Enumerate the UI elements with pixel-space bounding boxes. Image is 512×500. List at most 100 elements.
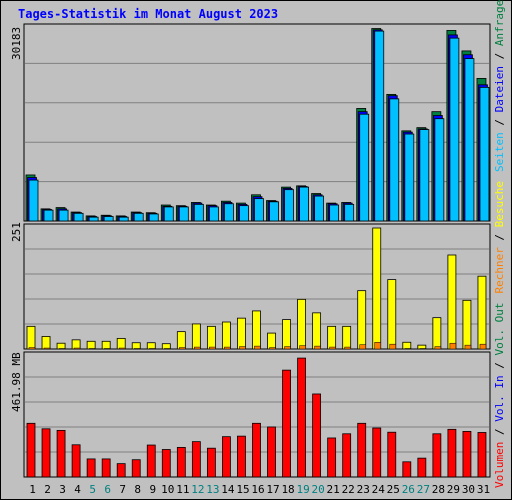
bar-volumen-31 (477, 432, 487, 478)
day-label-7: 7 (119, 483, 126, 496)
day-label-15: 15 (236, 483, 249, 496)
bar-volumen-28 (432, 433, 442, 478)
bar-seiten-10 (163, 206, 174, 222)
bar-besuche-2 (41, 336, 51, 350)
day-label-27: 27 (417, 483, 430, 496)
bar-volumen-18 (282, 369, 291, 478)
bar-seiten-5 (88, 216, 99, 222)
bar-volumen-11 (176, 447, 186, 478)
bar-seiten-12 (193, 203, 204, 222)
bar-besuche-30 (462, 299, 472, 350)
day-label-28: 28 (432, 483, 445, 496)
bar-seiten-17 (269, 201, 279, 222)
bar-besuche-14 (222, 321, 231, 350)
bar-besuche-3 (56, 342, 66, 350)
bar-besuche-17 (267, 332, 276, 350)
day-label-24: 24 (372, 483, 386, 496)
day-label-17: 17 (266, 483, 279, 496)
bar-besuche-1 (26, 325, 36, 350)
bar-seiten-27 (419, 129, 430, 222)
bar-besuche-21 (327, 325, 337, 350)
bar-rechner-2 (43, 347, 51, 350)
bar-rechner-14 (224, 346, 231, 350)
bar-seiten-15 (239, 205, 249, 222)
bar-volumen-6 (101, 458, 111, 478)
bar-volumen-1 (26, 422, 36, 478)
day-label-3: 3 (59, 483, 66, 496)
day-label-2: 2 (44, 483, 51, 496)
bar-volumen-7 (116, 463, 126, 478)
day-label-25: 25 (387, 483, 400, 496)
bar-seiten-26 (404, 133, 415, 222)
bar-rechner-21 (329, 346, 336, 350)
bar-besuche-31 (477, 275, 487, 350)
bar-volumen-9 (146, 444, 156, 478)
day-label-23: 23 (357, 483, 370, 496)
bar-rechner-29 (449, 342, 457, 350)
bar-seiten-7 (118, 216, 129, 222)
day-label-19: 19 (296, 483, 309, 496)
bar-rechner-18 (284, 346, 291, 350)
bar-rechner-4 (73, 347, 81, 350)
bar-volumen-23 (357, 422, 367, 478)
day-label-8: 8 (134, 483, 141, 496)
bar-volumen-4 (71, 444, 81, 478)
bar-rechner-7 (118, 347, 126, 350)
bar-seiten-1 (28, 179, 39, 222)
bar-rechner-12 (194, 346, 201, 350)
bar-besuche-26 (402, 341, 412, 350)
bar-volumen-13 (206, 447, 216, 478)
day-label-29: 29 (447, 483, 460, 496)
bar-seiten-29 (449, 37, 460, 222)
bar-volumen-12 (191, 441, 201, 478)
bar-volumen-22 (342, 433, 352, 478)
bar-seiten-14 (224, 203, 234, 222)
bar-besuche-7 (116, 337, 126, 350)
bar-seiten-31 (479, 86, 490, 222)
bar-seiten-3 (58, 209, 69, 222)
day-label-16: 16 (251, 483, 264, 496)
bar-seiten-6 (103, 216, 114, 222)
bar-besuche-5 (86, 340, 96, 350)
bar-rechner-23 (359, 344, 366, 350)
bar-besuche-12 (191, 323, 201, 350)
bar-seiten-24 (374, 30, 385, 222)
bar-seiten-16 (254, 198, 264, 222)
bar-seiten-2 (43, 209, 54, 222)
bar-volumen-17 (267, 426, 276, 478)
day-label-10: 10 (161, 483, 174, 496)
bar-volumen-16 (252, 422, 261, 478)
bar-volumen-19 (297, 357, 306, 478)
bar-rechner-22 (344, 346, 351, 350)
bar-seiten-25 (389, 98, 400, 222)
bar-rechner-11 (179, 347, 186, 350)
bar-volumen-21 (327, 437, 337, 478)
bar-rechner-24 (374, 342, 381, 350)
bar-besuche-23 (357, 290, 367, 350)
bar-rechner-13 (209, 346, 216, 350)
day-label-11: 11 (176, 483, 189, 496)
bar-rechner-19 (299, 345, 306, 350)
bar-rechner-1 (28, 347, 36, 350)
bar-seiten-4 (73, 212, 84, 222)
bar-rechner-15 (239, 346, 246, 350)
day-label-26: 26 (402, 483, 415, 496)
bar-rechner-25 (389, 343, 397, 350)
bar-volumen-29 (447, 428, 457, 478)
bar-besuche-19 (297, 298, 306, 350)
bar-volumen-14 (222, 436, 231, 478)
bar-volumen-24 (372, 427, 382, 478)
bar-besuche-25 (387, 279, 397, 350)
bar-seiten-8 (133, 212, 144, 222)
bar-volumen-30 (462, 431, 472, 478)
chart-title: Tages-Statistik im Monat August 2023 (18, 7, 279, 21)
bar-rechner-16 (254, 345, 261, 350)
bar-besuche-4 (71, 339, 81, 350)
day-label-6: 6 (104, 483, 111, 496)
bar-rechner-30 (464, 344, 472, 350)
bar-rechner-20 (314, 345, 321, 350)
bar-volumen-5 (86, 458, 96, 478)
bar-volumen-20 (312, 393, 322, 478)
